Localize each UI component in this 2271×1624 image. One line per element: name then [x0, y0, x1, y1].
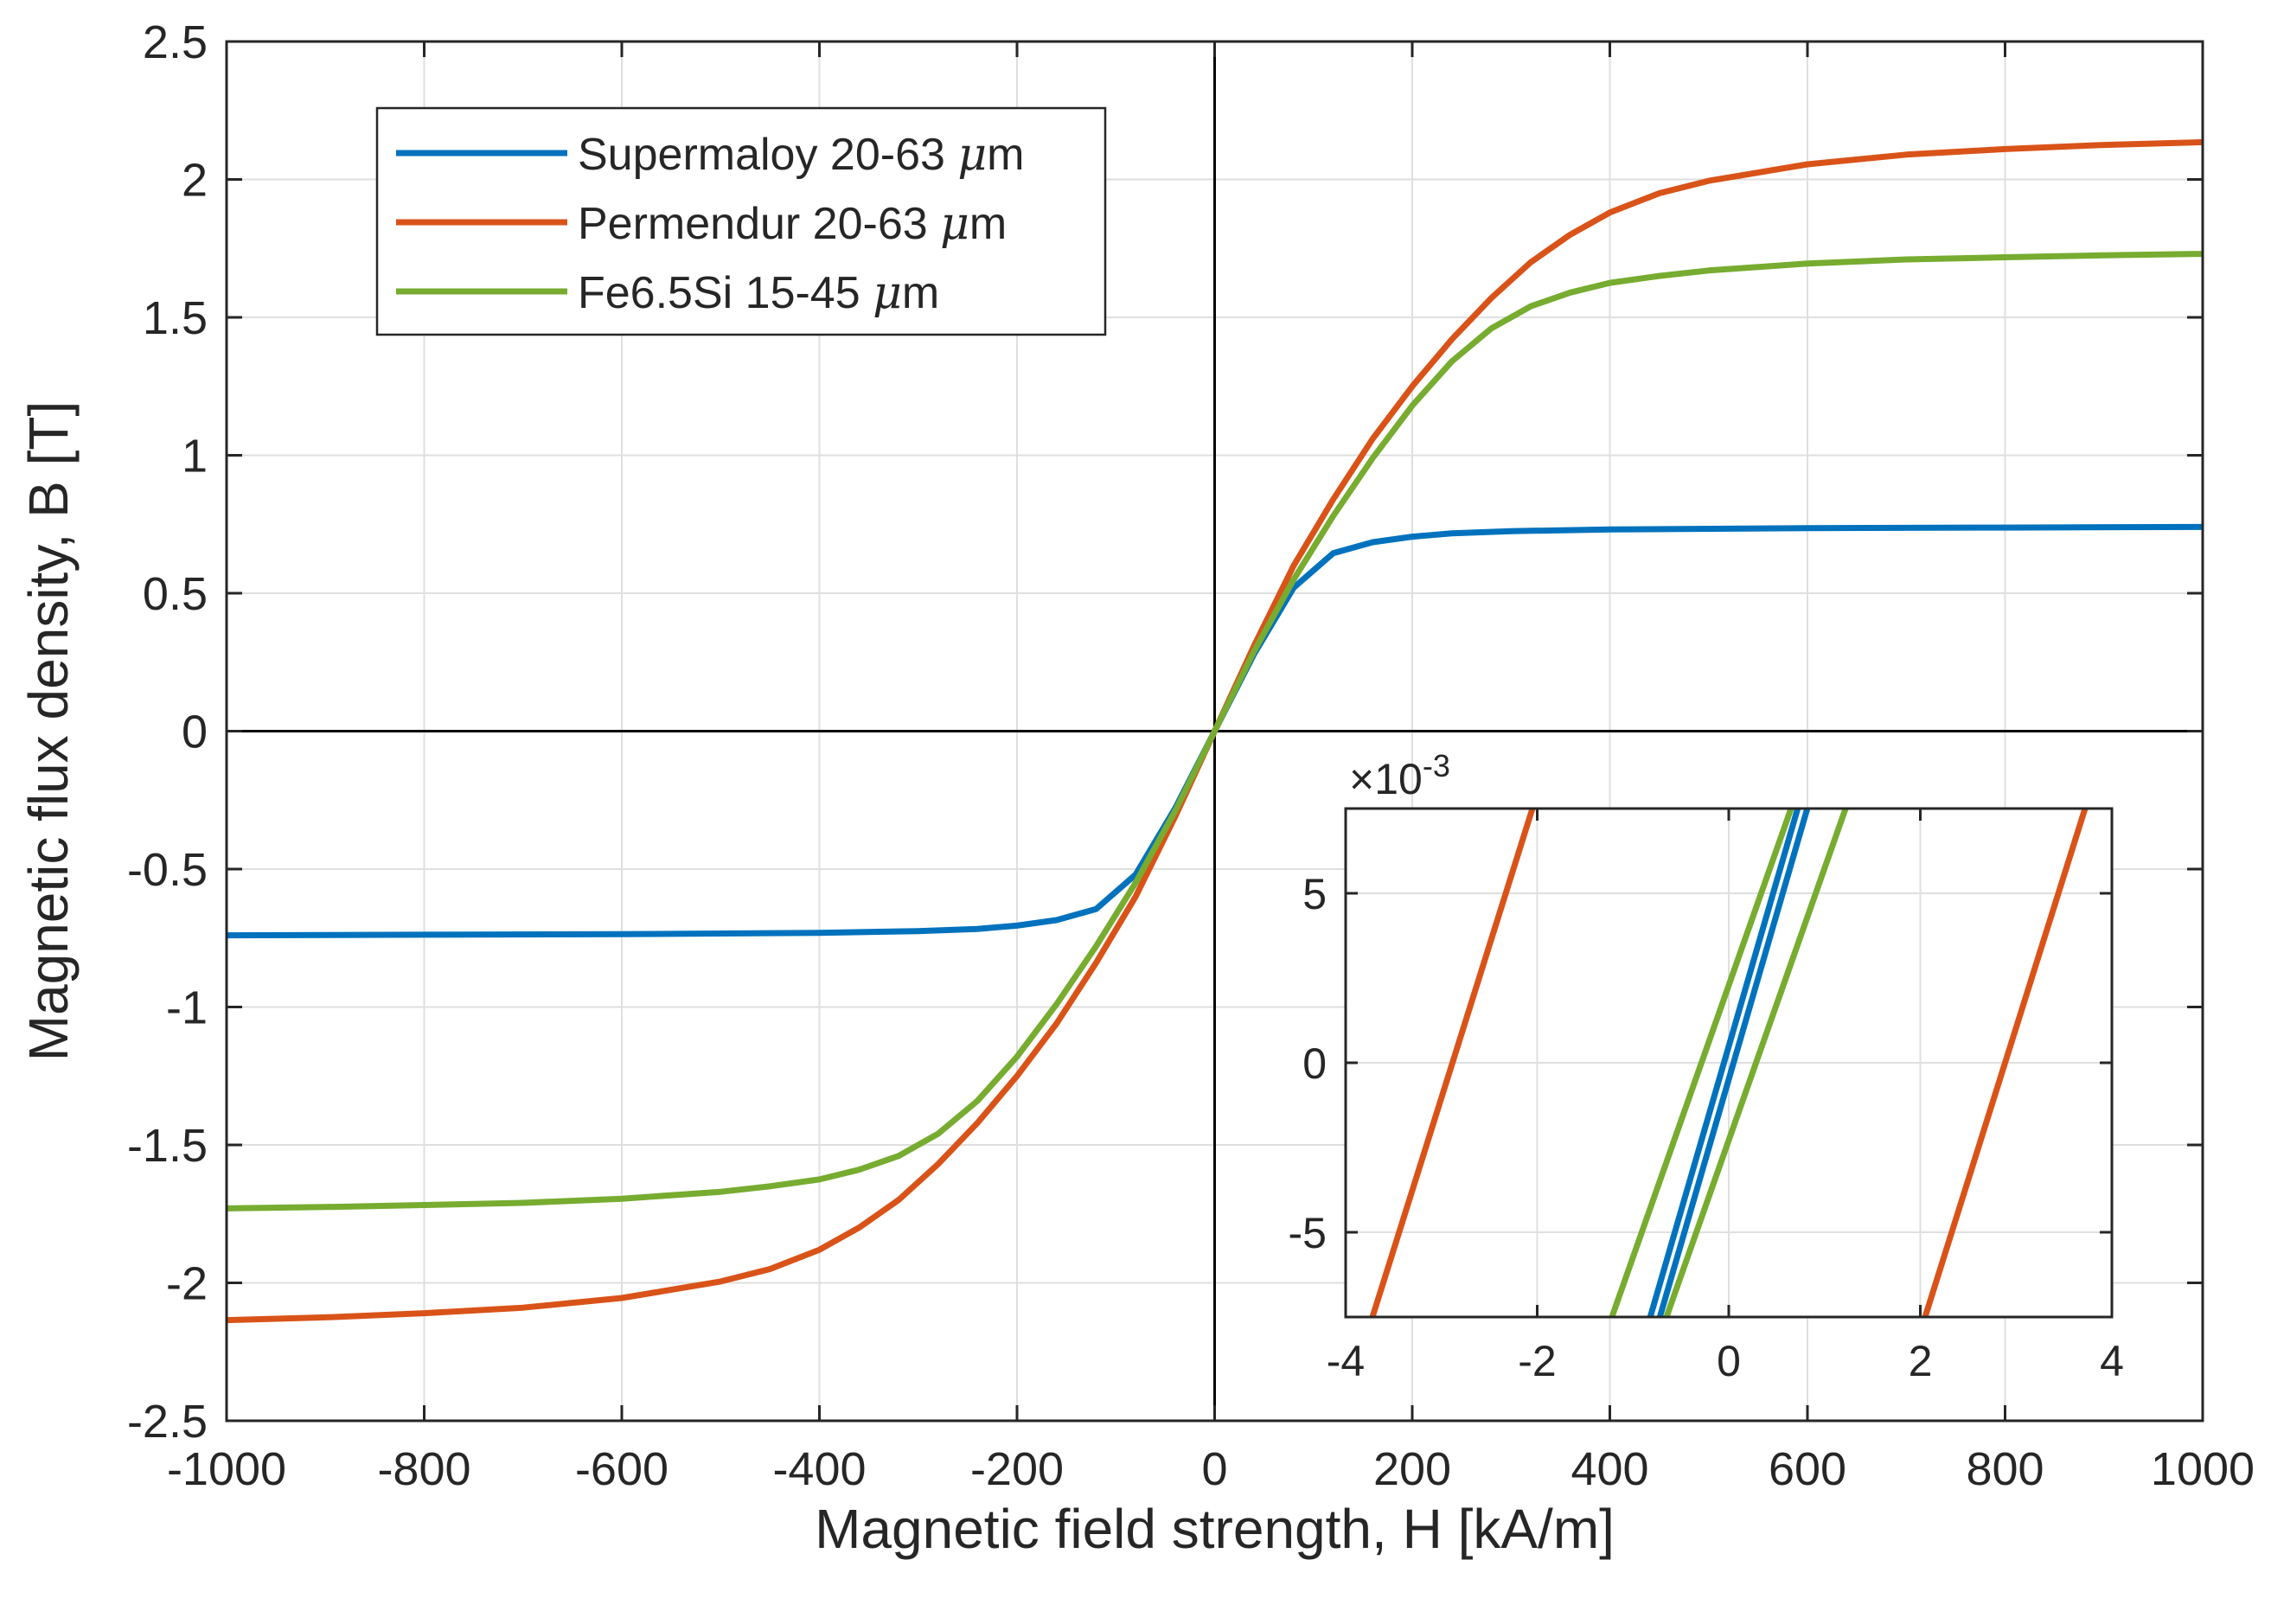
inset-x-tick-labels: -4 -2 0 2 4 — [1327, 1337, 2124, 1385]
main-x-tick-label: -1000 — [167, 1443, 286, 1495]
inset-grid — [1345, 809, 2113, 1317]
inset-x-tick-label: 4 — [2100, 1337, 2124, 1385]
inset-y-tick-labels: -5 0 5 — [1289, 870, 1327, 1257]
inset-x-tick-label: 2 — [1909, 1337, 1933, 1385]
legend-entries: Supermaloy 20-63 μm Permendur 20-63 μm Fe6… — [396, 129, 1024, 319]
inset-x-tick-label: -2 — [1518, 1337, 1556, 1385]
inset-exponent-power: -3 — [1423, 748, 1450, 783]
inset-exponent-prefix: ×10 — [1349, 755, 1423, 803]
inset-line-permendur-descending — [1922, 807, 2089, 1319]
inset-line-supermaloy-ascending — [1647, 808, 1801, 1318]
main-x-tick-label: 800 — [1966, 1443, 2044, 1495]
main-x-tick-label: 200 — [1373, 1443, 1451, 1495]
inset-y-tick-label: 5 — [1302, 870, 1327, 918]
main-y-tick-label: 2.5 — [143, 16, 208, 68]
inset-line-permendur-ascending — [1369, 807, 1536, 1319]
legend: Supermaloy 20-63 μm Permendur 20-63 μm Fe6… — [375, 106, 1107, 336]
main-ticks — [225, 40, 2204, 1423]
inset-chart: -4 -2 0 2 4 -5 0 5 ×10-3 — [1289, 748, 2124, 1385]
y-axis-label: Magnetic flux density, B [T] — [17, 401, 80, 1062]
main-y-tick-label: 0 — [182, 707, 208, 758]
main-y-tick-label: -2.5 — [127, 1396, 208, 1448]
main-x-tick-label: 600 — [1769, 1443, 1846, 1495]
main-y-tick-label: 2 — [182, 155, 208, 207]
main-y-tick-label: -1.5 — [127, 1120, 208, 1172]
main-x-tick-label: -400 — [772, 1443, 866, 1495]
main-x-tick-label: -800 — [377, 1443, 470, 1495]
main-y-tick-label: -1 — [166, 982, 208, 1034]
main-x-tick-label: 1000 — [2151, 1443, 2255, 1495]
legend-label-permendur: Permendur 20-63 μm — [578, 198, 1007, 250]
inset-x-tick-label: 0 — [1717, 1337, 1741, 1385]
main-y-tick-label: 0.5 — [143, 568, 208, 620]
main-x-tick-label: 400 — [1571, 1443, 1648, 1495]
inset-y-tick-label: -5 — [1289, 1209, 1327, 1257]
main-y-tick-label: -2 — [166, 1258, 208, 1310]
inset-line-fe6-5si-ascending — [1609, 807, 1794, 1319]
inset-exponent-label: ×10-3 — [1349, 748, 1450, 803]
main-x-tick-label: -200 — [970, 1443, 1064, 1495]
main-y-tick-labels: -2.5 -2 -1.5 -1 -0.5 0 0.5 1 1.5 2 2.5 — [127, 16, 208, 1448]
main-x-tick-label: 0 — [1201, 1443, 1227, 1495]
main-x-tick-label: -600 — [575, 1443, 669, 1495]
main-y-tick-label: 1 — [182, 431, 208, 483]
legend-label-fe6-5si: Fe6.5Si 15-45 μm — [578, 267, 939, 319]
series-line-fe6-5si — [226, 251, 2204, 1212]
inset-y-tick-label: 0 — [1302, 1039, 1327, 1088]
main-series — [226, 138, 2204, 1324]
inset-x-tick-label: -4 — [1327, 1337, 1365, 1385]
inset-line-supermaloy-descending — [1656, 808, 1811, 1318]
inset-line-fe6-5si-descending — [1663, 807, 1849, 1319]
main-y-tick-label: 1.5 — [143, 292, 208, 344]
inset-series — [1369, 807, 2089, 1319]
main-x-tick-labels: -1000 -800 -600 -400 -200 0 200 400 600 800 1000 — [167, 1443, 2255, 1495]
legend-label-supermaloy: Supermaloy 20-63 μm — [578, 129, 1024, 181]
inset-ticks — [1344, 809, 2114, 1317]
main-y-tick-label: -0.5 — [127, 844, 208, 896]
x-axis-label: Magnetic field strength, H [kA/m] — [815, 1498, 1615, 1560]
